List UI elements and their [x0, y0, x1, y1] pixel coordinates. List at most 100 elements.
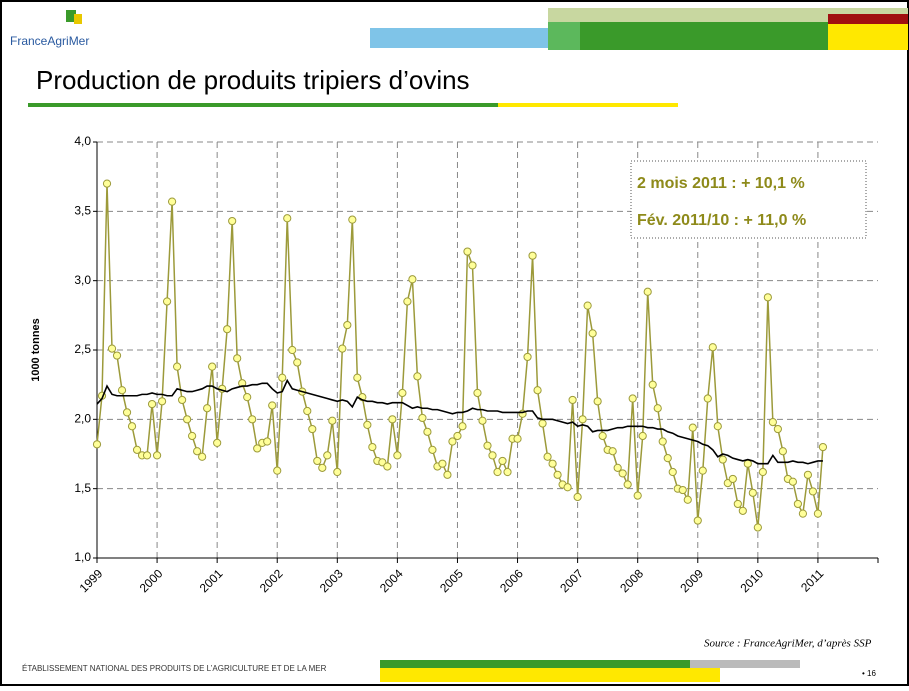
point — [142, 451, 152, 460]
deco-bar — [370, 28, 550, 48]
point — [738, 506, 747, 515]
point — [348, 215, 357, 224]
point — [813, 509, 823, 518]
point — [383, 462, 392, 471]
point — [608, 447, 617, 456]
point — [733, 499, 742, 509]
point — [743, 459, 752, 468]
point — [173, 362, 182, 371]
point — [788, 477, 797, 486]
point — [403, 297, 412, 306]
page-number: • 16 — [862, 669, 876, 678]
point — [132, 445, 142, 454]
deco-bar — [690, 660, 800, 668]
point — [208, 362, 217, 371]
point — [683, 495, 692, 504]
point — [698, 466, 707, 475]
point — [228, 216, 237, 226]
point — [127, 422, 137, 431]
point — [117, 386, 127, 395]
point — [398, 388, 407, 398]
point — [253, 444, 262, 453]
point — [483, 441, 492, 450]
point — [443, 470, 452, 479]
point — [102, 179, 112, 188]
series-line — [96, 378, 823, 465]
point — [193, 447, 202, 456]
point — [583, 301, 592, 310]
point — [703, 394, 712, 403]
point — [293, 358, 302, 367]
y-tick-label: 3,5 — [74, 204, 91, 218]
point — [468, 261, 477, 270]
point — [598, 431, 607, 441]
series-line — [96, 183, 824, 528]
point — [728, 474, 737, 484]
point — [528, 251, 537, 260]
point — [763, 293, 772, 302]
point — [753, 523, 762, 532]
point — [638, 431, 647, 441]
point — [233, 354, 242, 363]
point — [122, 408, 132, 417]
point — [548, 459, 557, 468]
point — [758, 467, 767, 477]
point — [618, 469, 627, 478]
point — [448, 437, 457, 446]
point — [353, 373, 362, 382]
point — [323, 451, 332, 460]
point — [438, 459, 447, 468]
point — [162, 297, 172, 306]
point — [223, 325, 232, 334]
y-axis-label: 1000 tonnes — [30, 318, 42, 382]
deco-bar — [828, 24, 908, 50]
point — [798, 509, 808, 518]
point — [318, 463, 327, 472]
point — [493, 467, 502, 477]
point — [713, 422, 722, 431]
point — [628, 394, 637, 403]
point — [413, 372, 422, 381]
title-underline — [498, 103, 678, 107]
point — [503, 467, 512, 477]
point — [363, 420, 372, 429]
point — [538, 419, 547, 428]
logo-icon — [74, 14, 82, 24]
point — [523, 352, 532, 362]
point — [343, 320, 352, 330]
y-tick-label: 2,5 — [74, 342, 91, 356]
point — [167, 197, 177, 206]
point — [463, 247, 472, 256]
point — [183, 415, 192, 424]
point — [107, 344, 117, 353]
point — [773, 424, 782, 434]
point — [458, 422, 467, 431]
point — [633, 491, 642, 500]
point — [488, 451, 497, 460]
point — [213, 438, 222, 448]
y-tick-label: 1,0 — [74, 550, 91, 564]
point — [578, 415, 587, 424]
point — [248, 415, 257, 424]
point — [533, 386, 542, 395]
y-tick-label: 4,0 — [74, 134, 91, 148]
point — [513, 434, 522, 443]
deco-bar — [380, 660, 690, 668]
annotation: Fév. 2011/10 : + 11,0 % — [637, 212, 806, 229]
point — [273, 466, 282, 475]
point — [288, 345, 297, 355]
point — [198, 452, 207, 461]
point — [203, 404, 212, 413]
deco-bar — [580, 22, 828, 50]
logo-text: FranceAgriMer — [10, 34, 89, 48]
point — [112, 351, 122, 360]
point — [428, 445, 437, 454]
point — [648, 380, 657, 389]
point — [678, 485, 687, 495]
point — [808, 487, 818, 496]
point — [333, 467, 342, 477]
point — [643, 287, 652, 296]
point — [553, 470, 562, 479]
point — [613, 463, 622, 472]
point — [338, 344, 347, 353]
